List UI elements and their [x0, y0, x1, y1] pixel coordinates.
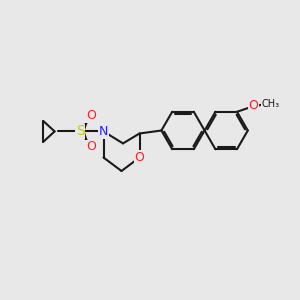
Text: O: O — [249, 99, 258, 112]
Text: N: N — [99, 125, 108, 138]
Text: CH₃: CH₃ — [262, 99, 280, 109]
Text: S: S — [76, 124, 85, 138]
Text: O: O — [86, 140, 96, 154]
Text: O: O — [135, 151, 144, 164]
Text: O: O — [86, 109, 96, 122]
